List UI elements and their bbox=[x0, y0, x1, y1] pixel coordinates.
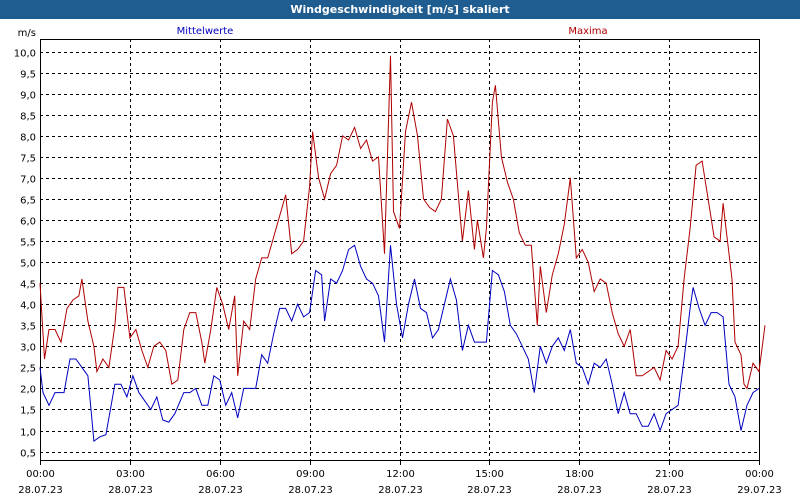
series-lines bbox=[39, 55, 766, 443]
x-tick-time: 21:00 bbox=[655, 469, 684, 480]
legend-mittelwerte: Mittelwerte bbox=[177, 26, 234, 37]
y-tick-label: 1,0 bbox=[20, 428, 36, 439]
y-tick-label: 1,5 bbox=[20, 406, 36, 417]
y-tick-label: 8,0 bbox=[20, 133, 36, 144]
x-tick-time: 09:00 bbox=[296, 469, 325, 480]
x-tick-date: 28.07.23 bbox=[378, 485, 423, 496]
y-tick-label: 3,0 bbox=[20, 343, 36, 354]
y-tick-label: 7,5 bbox=[20, 154, 36, 165]
plot-border bbox=[40, 39, 760, 461]
series-line-mittelwerte bbox=[39, 244, 760, 443]
y-tick-label: 4,5 bbox=[20, 280, 36, 291]
x-tick-date: 28.07.23 bbox=[288, 485, 333, 496]
y-tick-label: 4,0 bbox=[20, 301, 36, 312]
x-tick-time: 12:00 bbox=[386, 469, 415, 480]
x-tick-time: 03:00 bbox=[116, 469, 145, 480]
y-tick-label: 9,0 bbox=[20, 91, 36, 102]
y-tick-label: 2,5 bbox=[20, 364, 36, 375]
x-tick-date: 28.07.23 bbox=[467, 485, 512, 496]
x-tick-time: 15:00 bbox=[475, 469, 504, 480]
y-tick-label: 0,5 bbox=[20, 449, 36, 460]
y-tick-label: 5,0 bbox=[20, 259, 36, 270]
y-tick-label: 7,0 bbox=[20, 175, 36, 186]
x-tick-time: 00:00 bbox=[745, 469, 774, 480]
x-tick-time: 00:00 bbox=[26, 469, 55, 480]
x-tick-date: 28.07.23 bbox=[557, 485, 602, 496]
window-title: Windgeschwindigkeit [m/s] skaliert bbox=[0, 0, 800, 19]
legend: Mittelwerte Maxima bbox=[177, 26, 608, 37]
x-tick-date: 28.07.23 bbox=[198, 485, 243, 496]
y-axis-unit: m/s bbox=[18, 28, 36, 39]
y-tick-label: 10,0 bbox=[14, 49, 36, 60]
y-tick-label: 8,5 bbox=[20, 112, 36, 123]
x-tick-date: 28.07.23 bbox=[108, 485, 153, 496]
x-tick-date: 28.07.23 bbox=[647, 485, 692, 496]
grid bbox=[40, 39, 759, 460]
axis-labels: 10,0 9,5 9,0 8,5 8,0 7,5 7,0 6,5 6,0 5,5 5,0 4,5 4,0… bbox=[14, 28, 782, 496]
y-tick-label: 3,5 bbox=[20, 322, 36, 333]
legend-maxima: Maxima bbox=[568, 26, 607, 37]
y-tick-label: 6,5 bbox=[20, 196, 36, 207]
x-tick-time: 18:00 bbox=[565, 469, 594, 480]
x-tick-date: 29.07.23 bbox=[737, 485, 782, 496]
axes bbox=[40, 39, 760, 465]
x-tick-time: 06:00 bbox=[206, 469, 235, 480]
y-tick-label: 2,0 bbox=[20, 385, 36, 396]
x-tick-date: 28.07.23 bbox=[18, 485, 63, 496]
y-tick-label: 9,5 bbox=[20, 70, 36, 81]
y-tick-label: 6,0 bbox=[20, 217, 36, 228]
y-tick-label: 5,5 bbox=[20, 238, 36, 249]
series-line-maxima bbox=[39, 55, 766, 390]
